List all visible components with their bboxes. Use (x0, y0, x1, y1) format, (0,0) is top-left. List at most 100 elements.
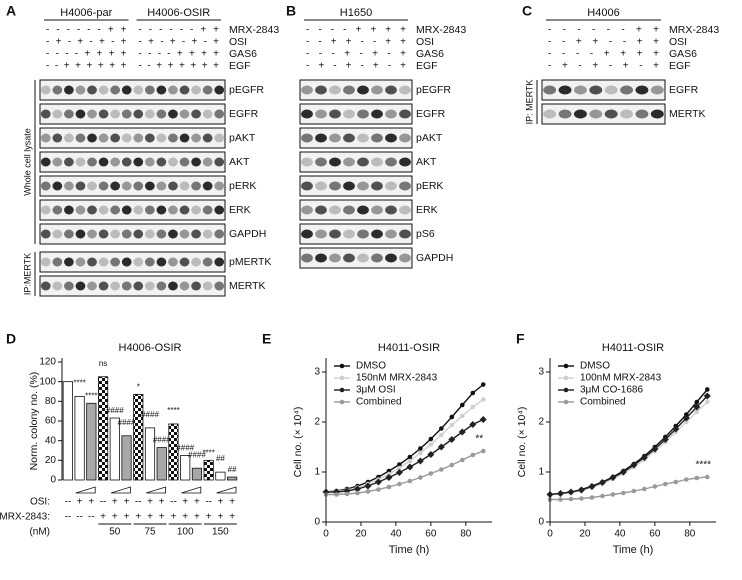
point (619, 468, 627, 476)
treatment-signs: - + - + - + - + (139, 37, 220, 48)
band (133, 229, 144, 239)
band (133, 205, 144, 215)
legend-marker (563, 387, 569, 393)
band (121, 257, 132, 267)
band (121, 229, 132, 239)
cell-line-title: H4006 (587, 7, 619, 19)
significance: ## (216, 454, 225, 463)
row-cell: + (206, 512, 212, 523)
band (98, 205, 109, 215)
band (64, 157, 74, 167)
point (386, 484, 392, 490)
band (371, 229, 383, 239)
band (75, 205, 86, 215)
dose-ramp (216, 486, 237, 494)
band (315, 133, 327, 143)
band (301, 109, 313, 119)
band (156, 109, 167, 119)
point (449, 414, 455, 420)
blot-box (541, 103, 666, 125)
band (329, 85, 341, 95)
significance: **** (202, 448, 214, 457)
band (202, 133, 213, 143)
significance: ## (228, 465, 237, 474)
band (75, 281, 86, 291)
x-tick-label: 20 (579, 529, 591, 540)
legend-marker (339, 387, 345, 393)
significance: ns (99, 359, 107, 368)
band (179, 229, 190, 239)
point (470, 404, 476, 410)
row-cell: + (182, 512, 188, 523)
series-line (549, 395, 708, 496)
x-tick-label: 40 (390, 529, 402, 540)
condition-label: EGF (669, 60, 691, 72)
band (98, 133, 109, 143)
band-label: AKT (229, 156, 250, 168)
panel-letter: B (286, 3, 296, 19)
point (479, 416, 487, 423)
condition-label: OSI (669, 36, 687, 48)
blot-box (39, 199, 226, 221)
band (87, 133, 97, 143)
band (52, 133, 63, 143)
band (371, 157, 383, 167)
band (168, 157, 178, 167)
row-cell: + (135, 512, 141, 523)
band (191, 257, 201, 267)
band (315, 157, 327, 167)
band (385, 109, 397, 119)
band (179, 109, 190, 119)
row-cell: + (229, 512, 235, 523)
row-cell: + (217, 497, 223, 508)
x-tick-label: 0 (323, 529, 329, 540)
band (110, 229, 121, 239)
bar (97, 376, 109, 481)
band (357, 253, 369, 263)
band (357, 181, 369, 191)
band (87, 109, 97, 119)
band (399, 205, 411, 215)
point (439, 432, 444, 438)
y-tick-label: 100 (39, 376, 56, 387)
band (144, 133, 155, 143)
blot-box (39, 175, 226, 197)
point (395, 469, 403, 476)
band (52, 109, 63, 119)
legend-label: DMSO (356, 361, 386, 372)
band (191, 205, 201, 215)
row-cell: + (124, 512, 130, 523)
band (301, 157, 313, 167)
band (604, 109, 618, 119)
treatment-signs: - - - - - - + + (46, 25, 127, 36)
treatment-signs: - - + + - - + + (548, 37, 659, 48)
condition-label: GAS6 (669, 48, 697, 60)
band (121, 85, 132, 95)
panel-letter: E (262, 331, 271, 347)
band (191, 85, 201, 95)
band (40, 205, 51, 215)
band (110, 133, 121, 143)
significance: #### (118, 418, 136, 427)
point (630, 461, 638, 469)
band-label: GAPDH (416, 252, 453, 264)
significance: #### (153, 436, 171, 445)
bar (74, 396, 85, 481)
band (191, 281, 201, 291)
band (144, 157, 155, 167)
band (650, 109, 664, 119)
band-label: pS6 (416, 228, 435, 240)
band-label: MERTK (229, 280, 266, 292)
band (371, 109, 383, 119)
row-cell: -- (170, 497, 177, 508)
band (371, 181, 383, 191)
y-axis-label: Cell no. (× 10⁴) (292, 407, 304, 478)
band (87, 205, 97, 215)
row-cell: + (88, 497, 94, 508)
band (40, 257, 51, 267)
band (371, 253, 383, 263)
band (64, 257, 74, 267)
treatment-signs: - - - - + + + + (548, 49, 659, 60)
band (133, 281, 144, 291)
band (144, 181, 155, 191)
